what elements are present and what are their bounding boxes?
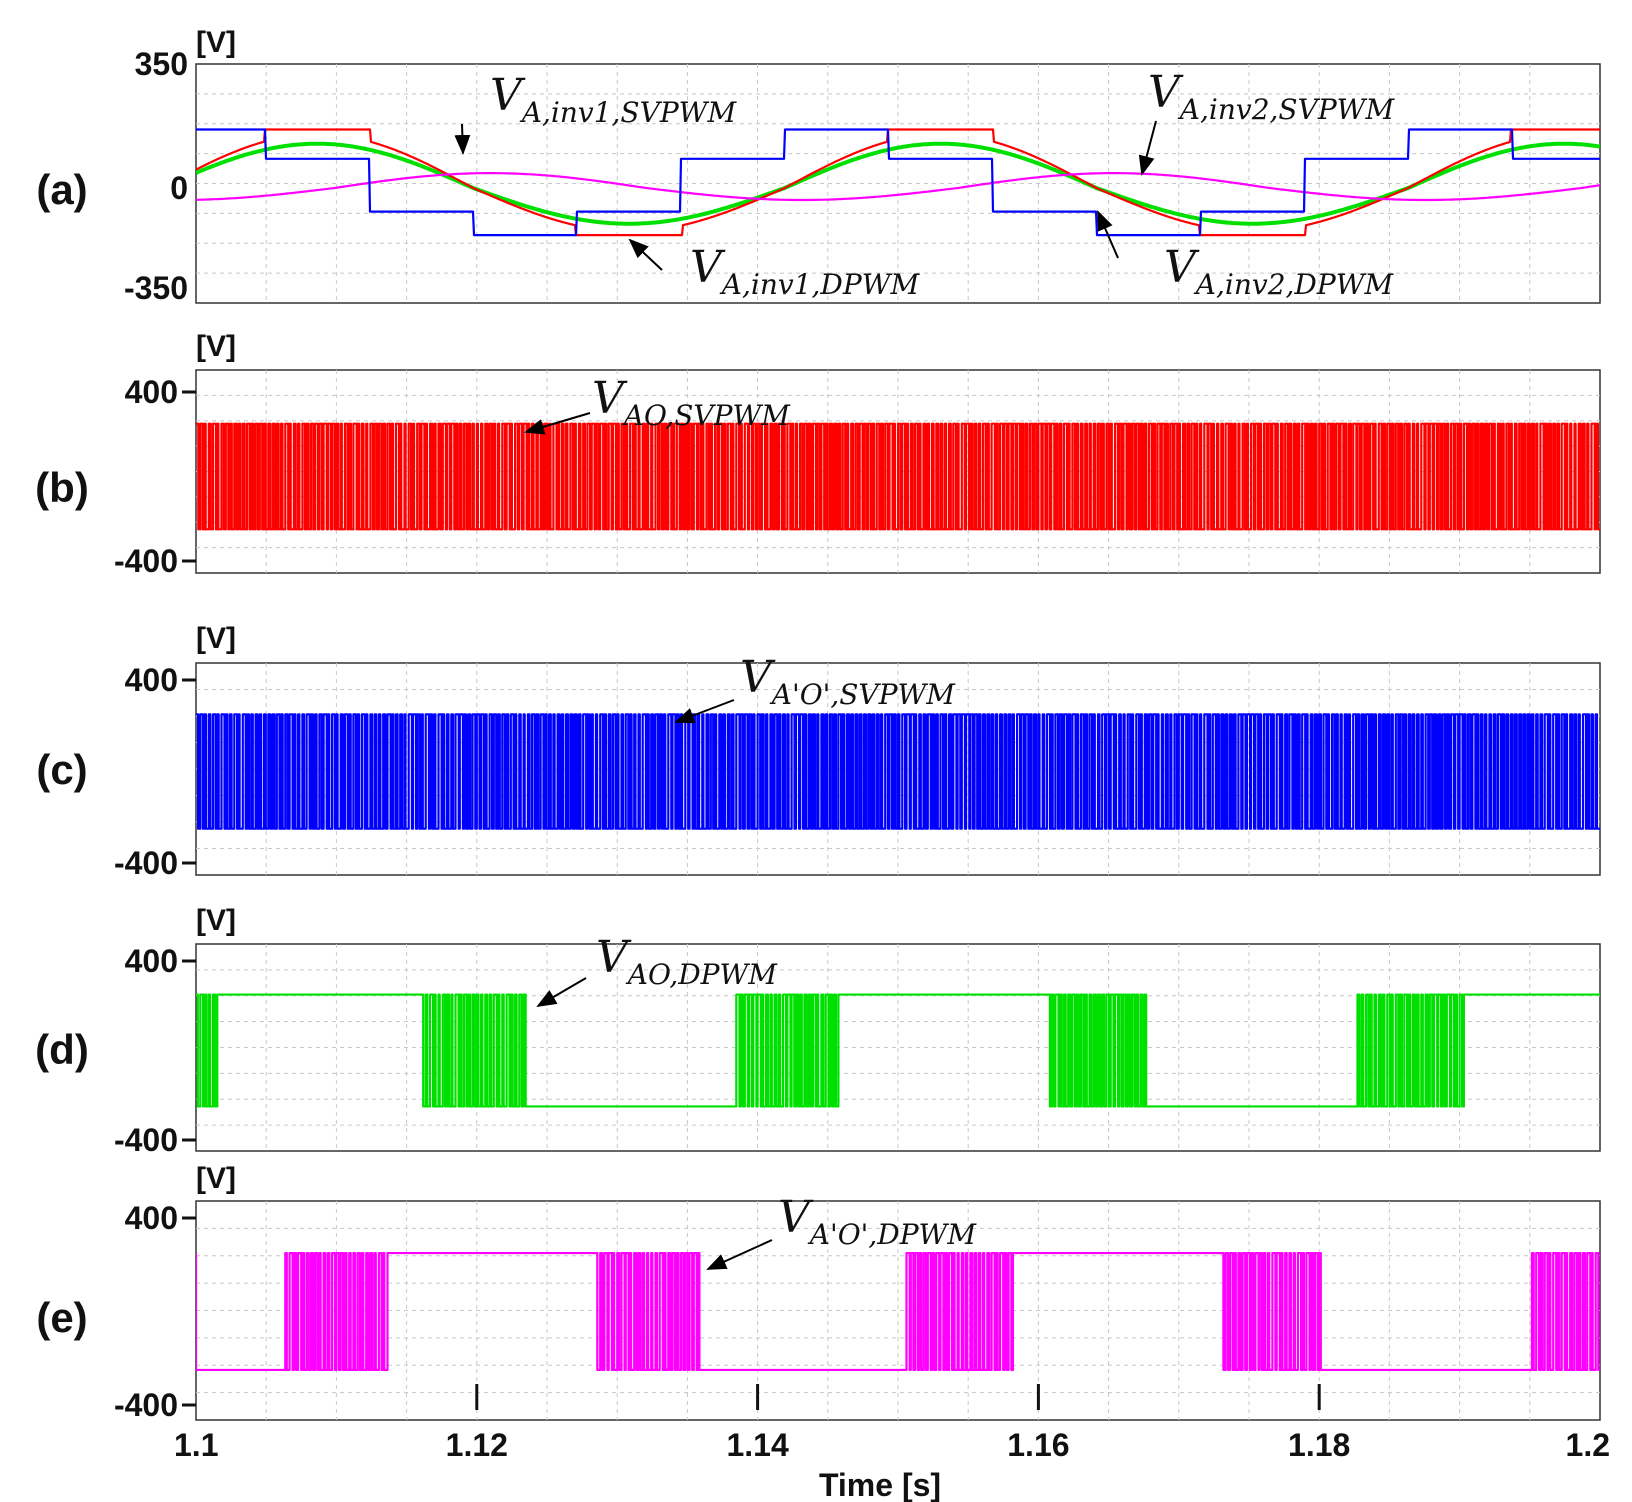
- annotation-arrow: [706, 1239, 773, 1270]
- y-unit-label: [V]: [196, 904, 236, 937]
- y-unit-label: [V]: [196, 1162, 236, 1195]
- y-tick-label: -400: [114, 543, 178, 579]
- gridlines: [196, 64, 1600, 303]
- annotation-arrow: [628, 238, 663, 271]
- x-tick-label: 1.14: [726, 1427, 788, 1463]
- series-line: [196, 141, 1600, 226]
- y-tick-label: 350: [135, 46, 188, 82]
- annotation-label: VAO,SVPWM: [592, 373, 791, 432]
- panel-e: 400 -400 [V] (e) VA'O',DPWM 1.1 1.12 1.14 1.16 1.…: [36, 1162, 1610, 1502]
- panel-label: (d): [35, 1026, 89, 1073]
- panel-label: (a): [36, 166, 87, 213]
- series-line: [196, 128, 1600, 237]
- x-tick-label: 1.18: [1288, 1427, 1350, 1463]
- annotation-label: VA,inv2,DPWM: [1164, 242, 1394, 301]
- series-line: [196, 172, 1600, 202]
- y-tick-label: 400: [125, 662, 178, 698]
- annotation-arrow: [524, 412, 591, 435]
- x-axis-label: Time [s]: [819, 1467, 941, 1502]
- y-tick-label: -400: [114, 1122, 178, 1158]
- series-line: [196, 1251, 1600, 1372]
- y-tick-label: -400: [114, 845, 178, 881]
- y-tick-label: 400: [125, 374, 178, 410]
- panel-a: 350 0 -350 [V] (a) VA,inv1,SVPWM VA,inv1,DPWM V…: [36, 26, 1601, 306]
- annotation-label: VA'O',SVPWM: [740, 652, 956, 711]
- y-tick-label: 400: [125, 943, 178, 979]
- annotation-label: VA,inv2,SVPWM: [1148, 67, 1395, 126]
- y-tick-label: -350: [124, 270, 188, 306]
- x-tick-label: 1.2: [1566, 1427, 1610, 1463]
- annotation-arrow: [454, 123, 471, 155]
- y-tick-label: 0: [170, 170, 188, 206]
- panel-label: (c): [36, 746, 87, 793]
- y-unit-label: [V]: [196, 330, 236, 363]
- series-line: [196, 128, 1600, 237]
- x-tick-label: 1.16: [1007, 1427, 1069, 1463]
- annotation-label: VA'O',DPWM: [778, 1192, 977, 1251]
- annotation-label: VAO,DPWM: [596, 932, 778, 991]
- panel-b: 400 -400 [V] (b) VAO,SVPWM: [35, 330, 1601, 579]
- x-tick-label: 1.1: [174, 1427, 218, 1463]
- annotation-arrow: [1138, 120, 1157, 176]
- y-tick-label: 400: [125, 1200, 178, 1236]
- annotation-arrow: [1097, 210, 1119, 259]
- series-line: [196, 422, 1600, 531]
- y-unit-label: [V]: [196, 622, 236, 655]
- panel-label: (e): [36, 1294, 87, 1341]
- y-tick-label: -400: [114, 1387, 178, 1423]
- annotation-label: VA,inv1,DPWM: [690, 242, 920, 301]
- annotation-arrow: [674, 699, 735, 724]
- gridlines: [196, 1201, 1600, 1420]
- panel-d: 400 -400 [V] (d) VAO,DPWM: [35, 904, 1601, 1158]
- annotation-label: VA,inv1,SVPWM: [490, 70, 737, 129]
- panel-c: 400 -400 [V] (c) VA'O',SVPWM: [36, 622, 1601, 881]
- series-line: [196, 713, 1600, 830]
- y-unit-label: [V]: [196, 26, 236, 59]
- annotation-arrow: [536, 977, 587, 1008]
- x-tick-label: 1.12: [446, 1427, 508, 1463]
- panel-label: (b): [35, 464, 89, 511]
- series-line: [196, 993, 1600, 1108]
